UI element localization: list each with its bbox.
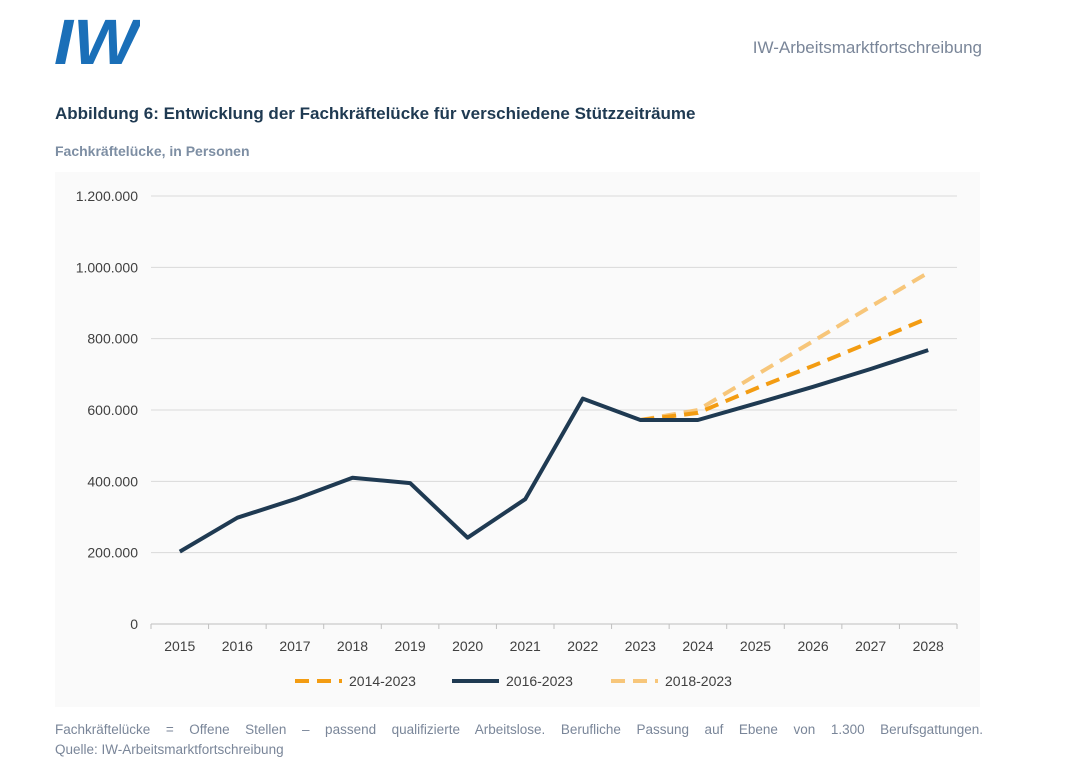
x-tick-label: 2017 <box>279 638 310 654</box>
x-tick-label: 2026 <box>797 638 828 654</box>
source-note: Quelle: IW-Arbeitsmarktfortschreibung <box>55 742 284 757</box>
chart-area: 0 200.000 400.000 600.000 800.000 1.000.000 1.… <box>55 172 980 707</box>
x-tick-label: 2025 <box>740 638 771 654</box>
series-line-2016-2023 <box>178 348 929 554</box>
line-chart: 0 200.000 400.000 600.000 800.000 1.000.000 1.… <box>76 188 958 689</box>
figure-title: Abbildung 6: Entwicklung der Fachkräftel… <box>55 104 696 123</box>
x-tick-label: 2019 <box>394 638 425 654</box>
x-tick-label: 2022 <box>567 638 598 654</box>
series-line-2018-2023 <box>640 270 930 422</box>
y-tick-label: 400.000 <box>87 473 138 489</box>
publication-name: IW-Arbeitsmarktfortschreibung <box>752 38 982 57</box>
x-tick-label: 2015 <box>164 638 195 654</box>
y-tick-label: 600.000 <box>87 402 138 418</box>
legend-label: 2014-2023 <box>349 673 416 689</box>
series-line-2014-2023 <box>640 316 929 422</box>
x-tick-label: 2016 <box>222 638 253 654</box>
x-tick-label: 2023 <box>625 638 656 654</box>
legend-label: 2018-2023 <box>665 673 732 689</box>
y-tick-label: 0 <box>130 616 138 632</box>
x-tick-label: 2021 <box>510 638 541 654</box>
x-tick-label: 2028 <box>913 638 944 654</box>
iw-logo: IW <box>54 12 140 68</box>
figure-subtitle: Fachkräftelücke, in Personen <box>55 143 250 159</box>
x-tick-label: 2020 <box>452 638 483 654</box>
y-tick-label: 1.000.000 <box>76 259 138 275</box>
x-tick-label: 2024 <box>682 638 713 654</box>
logo-text: IW <box>54 12 140 68</box>
x-tick-label: 2018 <box>337 638 368 654</box>
y-tick-label: 1.200.000 <box>76 188 138 204</box>
figure-footer: Fachkräftelücke = Offene Stellen – passe… <box>55 720 983 760</box>
footnote: Fachkräftelücke = Offene Stellen – passe… <box>55 722 983 737</box>
y-tick-label: 200.000 <box>87 545 138 561</box>
x-tick-label: 2027 <box>855 638 886 654</box>
legend-label: 2016-2023 <box>506 673 573 689</box>
y-tick-label: 800.000 <box>87 331 138 347</box>
